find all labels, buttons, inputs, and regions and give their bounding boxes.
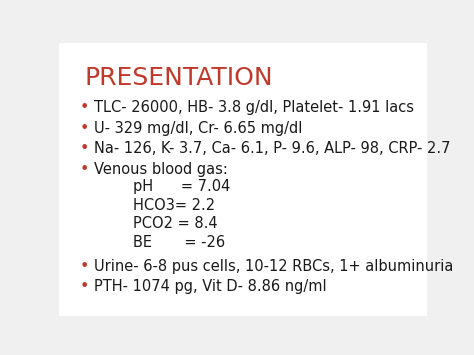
Text: PRESENTATION: PRESENTATION	[85, 66, 273, 90]
Text: •: •	[80, 258, 89, 274]
Text: Urine- 6-8 pus cells, 10-12 RBCs, 1+ albuminuria: Urine- 6-8 pus cells, 10-12 RBCs, 1+ alb…	[94, 258, 454, 274]
Text: •: •	[80, 120, 89, 136]
FancyBboxPatch shape	[55, 39, 431, 319]
Text: BE       = -26: BE = -26	[133, 235, 225, 250]
Text: PCO2 = 8.4: PCO2 = 8.4	[133, 217, 218, 231]
Text: TLC- 26000, HB- 3.8 g/dl, Platelet- 1.91 lacs: TLC- 26000, HB- 3.8 g/dl, Platelet- 1.91…	[94, 100, 414, 115]
Text: Venous blood gas:: Venous blood gas:	[94, 162, 228, 176]
Text: •: •	[80, 100, 89, 115]
Text: •: •	[80, 162, 89, 176]
Text: pH      = 7.04: pH = 7.04	[133, 179, 230, 194]
Text: U- 329 mg/dl, Cr- 6.65 mg/dl: U- 329 mg/dl, Cr- 6.65 mg/dl	[94, 120, 302, 136]
Text: •: •	[80, 141, 89, 156]
Text: Na- 126, K- 3.7, Ca- 6.1, P- 9.6, ALP- 98, CRP- 2.7: Na- 126, K- 3.7, Ca- 6.1, P- 9.6, ALP- 9…	[94, 141, 451, 156]
Text: HCO3= 2.2: HCO3= 2.2	[133, 198, 215, 213]
Text: PTH- 1074 pg, Vit D- 8.86 ng/ml: PTH- 1074 pg, Vit D- 8.86 ng/ml	[94, 279, 327, 294]
Text: •: •	[80, 279, 89, 294]
